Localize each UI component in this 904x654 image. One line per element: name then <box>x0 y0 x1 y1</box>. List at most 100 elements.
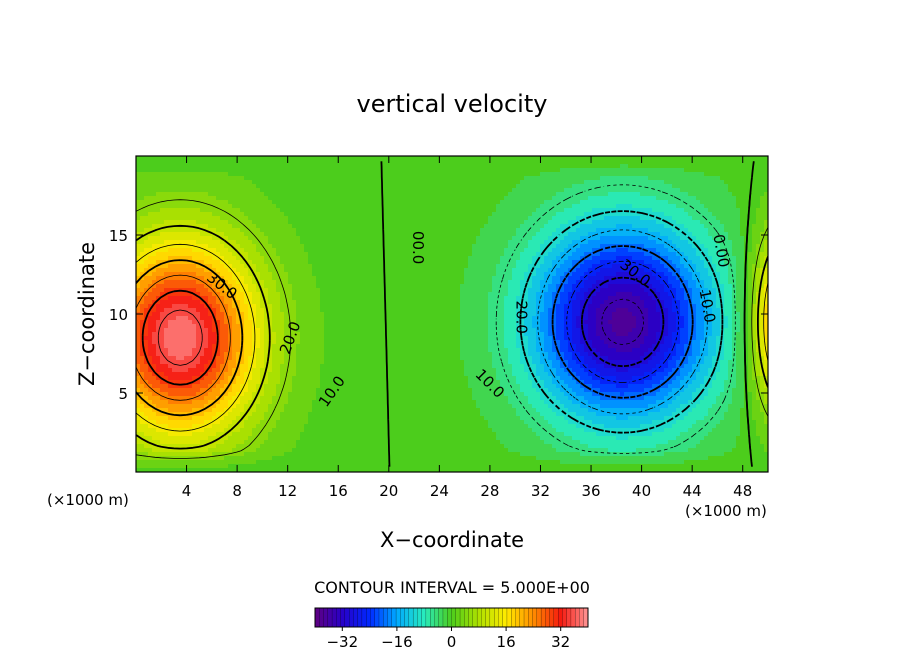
field-cell <box>208 236 213 241</box>
field-cell <box>692 256 697 261</box>
field-cell <box>304 272 309 277</box>
field-cell <box>644 188 649 193</box>
field-cell <box>264 192 269 197</box>
field-cell <box>184 172 189 177</box>
field-cell <box>540 212 545 217</box>
field-cell <box>184 232 189 237</box>
field-cell <box>684 228 689 233</box>
field-cell <box>648 156 653 161</box>
field-cell <box>608 168 613 173</box>
field-cell <box>356 184 361 189</box>
field-cell <box>464 192 469 197</box>
field-cell <box>504 184 509 189</box>
field-cell <box>236 272 241 277</box>
field-cell <box>700 224 705 229</box>
field-cell <box>620 212 625 217</box>
field-cell <box>724 160 729 165</box>
field-cell <box>492 256 497 261</box>
field-cell <box>300 236 305 241</box>
field-cell <box>176 280 181 285</box>
field-cell <box>232 280 237 285</box>
field-cell <box>248 156 253 161</box>
field-cell <box>420 248 425 253</box>
field-cell <box>668 212 673 217</box>
field-cell <box>584 208 589 213</box>
field-cell <box>468 160 473 165</box>
field-cell <box>424 196 429 201</box>
field-cell <box>764 200 768 205</box>
field-cell <box>148 264 153 269</box>
field-cell <box>668 204 673 209</box>
field-cell <box>172 228 177 233</box>
field-cell <box>760 256 765 261</box>
field-cell <box>612 272 617 277</box>
field-cell <box>208 224 213 229</box>
field-cell <box>452 156 457 161</box>
field-cell <box>648 200 653 205</box>
field-cell <box>308 196 313 201</box>
field-cell <box>472 268 477 273</box>
field-cell <box>588 240 593 245</box>
field-cell <box>668 232 673 237</box>
field-cell <box>248 244 253 249</box>
field-cell <box>364 224 369 229</box>
field-cell <box>308 188 313 193</box>
field-cell <box>260 176 265 181</box>
field-cell <box>724 180 729 185</box>
field-cell <box>252 196 257 201</box>
field-cell <box>168 240 173 245</box>
field-cell <box>560 208 565 213</box>
field-cell <box>620 204 625 209</box>
field-cell <box>224 232 229 237</box>
field-cell <box>160 280 165 285</box>
field-cell <box>268 220 273 225</box>
field-cell <box>320 192 325 197</box>
field-cell <box>740 204 745 209</box>
field-cell <box>576 212 581 217</box>
field-cell <box>584 252 589 257</box>
field-cell <box>508 160 513 165</box>
field-cell <box>700 204 705 209</box>
field-cell <box>476 164 481 169</box>
field-cell <box>296 168 301 173</box>
field-cell <box>680 216 685 221</box>
field-cell <box>376 264 381 269</box>
field-cell <box>168 160 173 165</box>
field-cell <box>388 240 393 245</box>
field-cell <box>176 156 181 161</box>
field-cell <box>584 272 589 277</box>
field-cell <box>608 252 613 257</box>
field-cell <box>196 276 201 281</box>
field-cell <box>368 188 373 193</box>
field-cell <box>720 208 725 213</box>
field-cell <box>180 192 185 197</box>
field-cell <box>176 240 181 245</box>
field-cell <box>340 156 345 161</box>
field-cell <box>644 228 649 233</box>
field-cell <box>172 220 177 225</box>
field-cell <box>492 216 497 221</box>
field-cell <box>252 188 257 193</box>
field-cell <box>272 200 277 205</box>
field-cell <box>432 236 437 241</box>
field-cell <box>280 256 285 261</box>
field-cell <box>540 156 545 161</box>
field-cell <box>504 248 509 253</box>
field-cell <box>572 276 577 281</box>
field-cell <box>672 236 677 241</box>
field-cell <box>192 156 197 161</box>
field-cell <box>640 220 645 225</box>
field-cell <box>460 228 465 233</box>
field-cell <box>720 276 725 281</box>
field-cell <box>296 192 301 197</box>
field-cell <box>316 264 321 269</box>
field-cell <box>564 256 569 261</box>
field-cell <box>536 268 541 273</box>
field-cell <box>312 176 317 181</box>
field-cell <box>308 232 313 237</box>
field-cell <box>260 200 265 205</box>
field-cell <box>444 252 449 257</box>
field-cell <box>696 252 701 257</box>
field-cell <box>416 160 421 165</box>
field-cell <box>524 204 529 209</box>
